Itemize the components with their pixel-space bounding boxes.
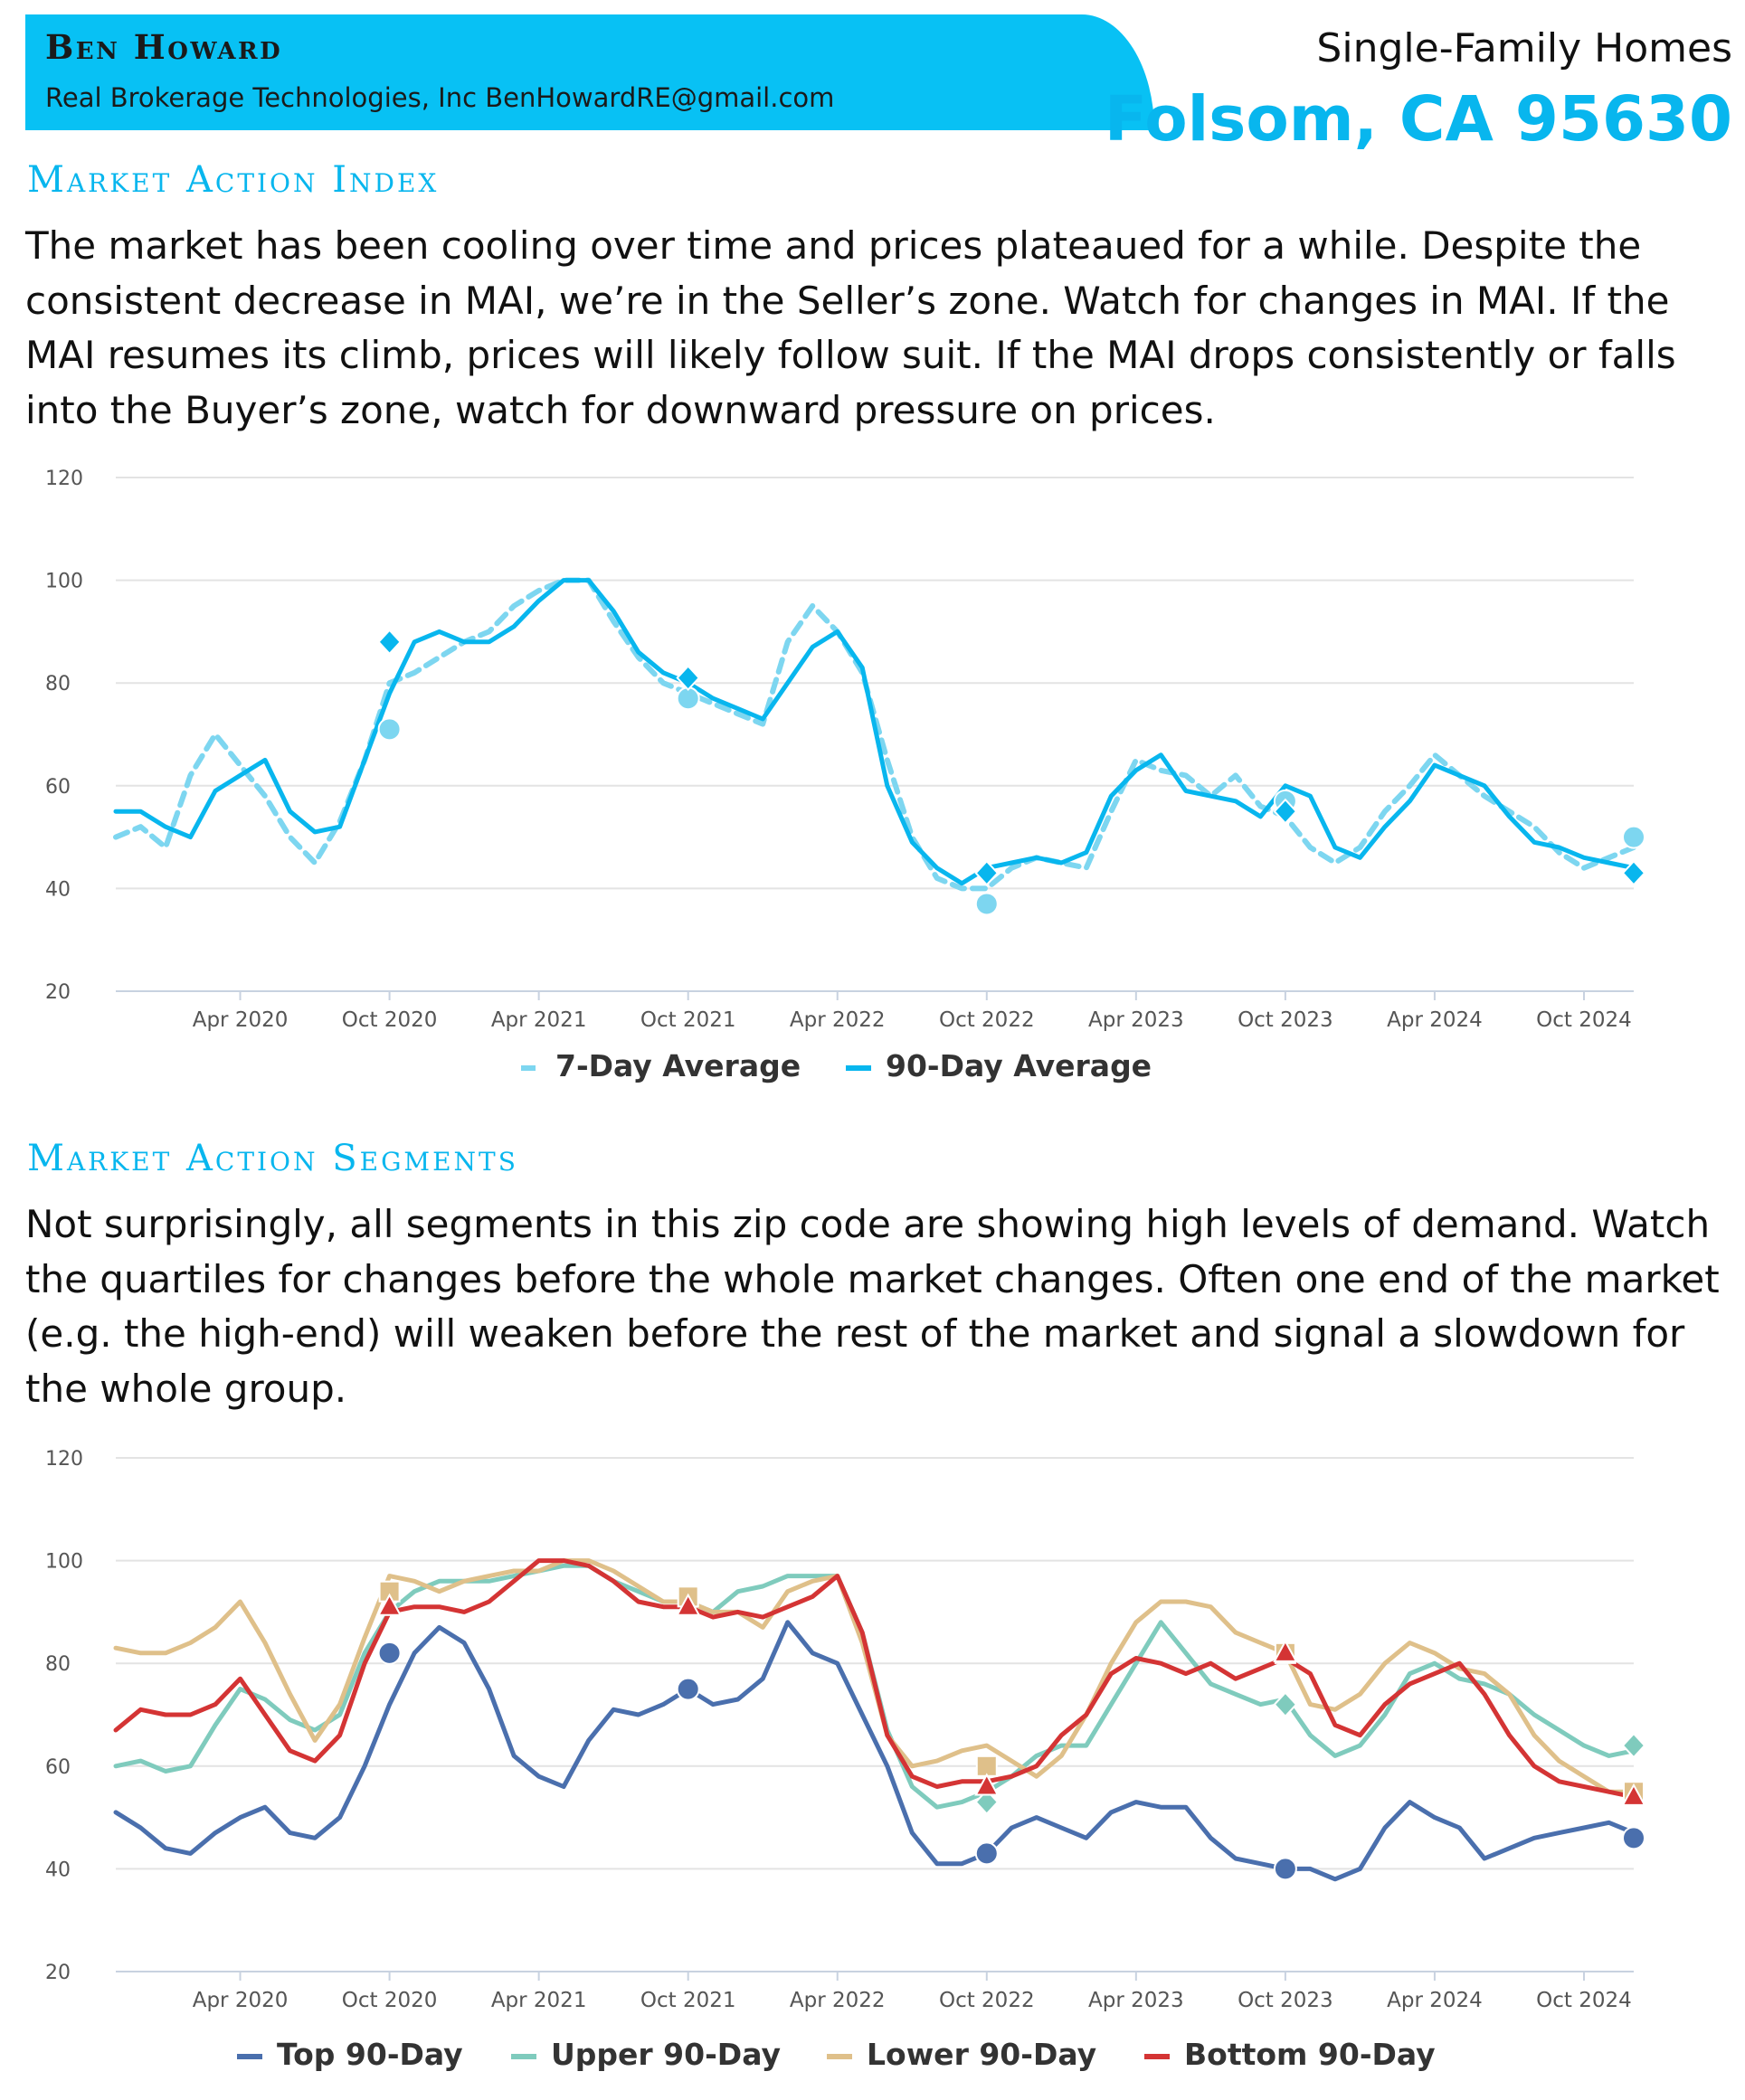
y-tick-label: 60 xyxy=(45,1756,71,1779)
x-tick-label: Apr 2022 xyxy=(790,1008,886,1032)
marker-top-90-day-circle xyxy=(1273,1857,1297,1881)
y-tick-label: 120 xyxy=(45,1448,83,1471)
marker-bottom-90-day-triangle xyxy=(1273,1639,1298,1662)
x-tick-label: Apr 2024 xyxy=(1387,1008,1483,1032)
marker-top-90-day-circle xyxy=(676,1677,700,1701)
x-tick-label: Apr 2020 xyxy=(193,1989,289,2012)
series-line-7-day-average xyxy=(113,577,1636,892)
y-tick-label: 100 xyxy=(45,571,83,593)
x-tick-label: Oct 2023 xyxy=(1238,1008,1333,1032)
header-banner xyxy=(25,14,1154,130)
x-tick-label: Oct 2023 xyxy=(1238,1989,1333,2012)
marker-top-90-day-circle xyxy=(1622,1826,1645,1850)
y-tick-label: 20 xyxy=(45,981,71,1004)
marker-7-day-average-circle xyxy=(377,717,402,742)
y-tick-label: 60 xyxy=(45,776,71,799)
marker-7-day-average-circle xyxy=(974,892,999,916)
marker-90-day-average-diamond xyxy=(974,859,1000,886)
legend-label: Lower 90-Day xyxy=(867,2037,1096,2072)
legend-label: Upper 90-Day xyxy=(551,2037,781,2072)
y-tick-label: 40 xyxy=(45,1859,71,1881)
x-tick-label: Oct 2024 xyxy=(1536,1008,1632,1032)
marker-90-day-average-diamond xyxy=(1621,859,1646,886)
y-tick-label: 100 xyxy=(45,1551,83,1574)
y-tick-label: 80 xyxy=(45,1653,71,1676)
marker-top-90-day-circle xyxy=(377,1641,402,1665)
x-tick-label: Apr 2023 xyxy=(1088,1989,1184,2012)
marker-90-day-average-diamond xyxy=(676,665,701,691)
marker-upper-90-day-diamond xyxy=(1621,1732,1646,1759)
property-type-subtitle: Single-Family Homes xyxy=(1316,25,1732,71)
legend-label: 90-Day Average xyxy=(886,1048,1152,1083)
legend-item-lower-90-day[interactable]: Lower 90-Day xyxy=(827,2037,1096,2072)
legend-item-90-day-average[interactable]: 90-Day Average xyxy=(846,1048,1152,1083)
x-tick-label: Oct 2020 xyxy=(342,1989,438,2012)
marker-7-day-average-circle xyxy=(1622,825,1645,849)
series-line-bottom-90-day xyxy=(113,1558,1636,1800)
x-tick-label: Apr 2020 xyxy=(193,1008,289,1032)
marker-top-90-day-circle xyxy=(974,1841,999,1866)
legend-item-bottom-90-day[interactable]: Bottom 90-Day xyxy=(1144,2037,1436,2072)
legend-item-top-90-day[interactable]: Top 90-Day xyxy=(237,2037,463,2072)
series-line-90-day-average xyxy=(113,578,1636,886)
marker-upper-90-day-diamond xyxy=(974,1789,1000,1816)
series-line-top-90-day xyxy=(113,1620,1636,1882)
agent-name: Ben Howard xyxy=(45,27,283,67)
x-tick-label: Oct 2022 xyxy=(939,1008,1035,1032)
marker-bottom-90-day-triangle xyxy=(974,1773,1000,1796)
location-title: Folsom, CA 95630 xyxy=(1104,83,1732,156)
marker-bottom-90-day-triangle xyxy=(676,1593,701,1616)
agent-contact: Real Brokerage Technologies, Inc BenHowa… xyxy=(45,82,835,113)
marker-bottom-90-day-triangle xyxy=(1621,1783,1646,1806)
x-tick-label: Oct 2020 xyxy=(342,1008,438,1032)
marker-upper-90-day-diamond xyxy=(1273,1691,1298,1718)
section-title-market-action-index: Market Action Index xyxy=(27,159,440,201)
section-title-market-action-segments: Market Action Segments xyxy=(27,1138,518,1179)
x-tick-label: Apr 2021 xyxy=(491,1008,587,1032)
market-action-segments-chart: 20 40 60 80 100 120 Apr 2020 Oct 2020 Apr 2021 O… xyxy=(45,1448,1646,2072)
x-tick-label: Apr 2022 xyxy=(790,1989,886,2012)
y-tick-label: 20 xyxy=(45,1962,71,1984)
marker-90-day-average-diamond xyxy=(1273,798,1298,825)
x-tick-label: Apr 2024 xyxy=(1387,1989,1483,2012)
y-tick-label: 120 xyxy=(45,468,83,490)
legend-item-upper-90-day[interactable]: Upper 90-Day xyxy=(511,2037,781,2072)
x-tick-label: Oct 2022 xyxy=(939,1989,1035,2012)
marker-bottom-90-day-triangle xyxy=(376,1593,403,1616)
marker-90-day-average-diamond xyxy=(377,629,402,656)
x-tick-label: Oct 2024 xyxy=(1536,1989,1632,2012)
y-tick-label: 80 xyxy=(45,673,71,695)
legend-label: 7-Day Average xyxy=(555,1048,801,1083)
market-action-index-chart: 20 40 60 80 100 120 Apr 2020 Oct 2020 Apr 2021 O… xyxy=(45,468,1646,1083)
x-tick-label: Oct 2021 xyxy=(640,1989,736,2012)
legend-label: Top 90-Day xyxy=(277,2037,463,2072)
x-tick-label: Apr 2021 xyxy=(491,1989,587,2012)
market-action-segments-text: Not surprisingly, all segments in this z… xyxy=(25,1202,1720,1411)
x-tick-label: Oct 2021 xyxy=(640,1008,736,1032)
market-action-index-text: The market has been cooling over time an… xyxy=(25,223,1676,432)
legend-label: Bottom 90-Day xyxy=(1184,2037,1436,2072)
y-tick-label: 40 xyxy=(45,878,71,901)
x-tick-label: Apr 2023 xyxy=(1088,1008,1184,1032)
legend-item-7-day-average[interactable]: 7-Day Average xyxy=(521,1048,801,1083)
